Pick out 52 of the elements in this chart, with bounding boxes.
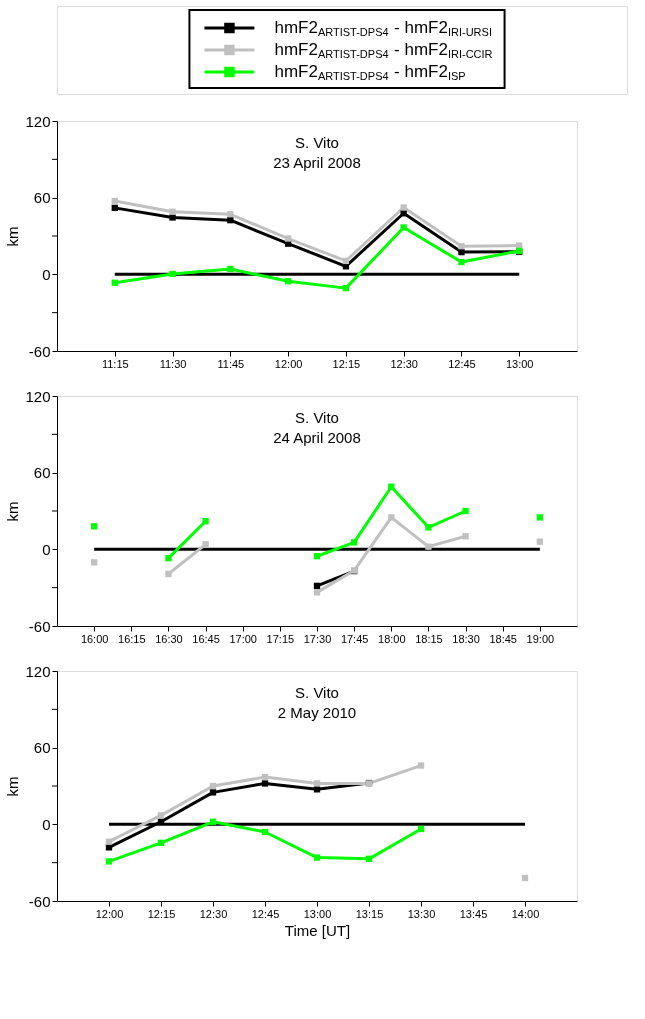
text: 23 April 2008 xyxy=(273,154,361,171)
x-tick-label: 18:30 xyxy=(452,632,480,645)
x-tick-label: 17:45 xyxy=(340,632,369,645)
y-tick-label: -60 xyxy=(28,342,51,360)
x-tick-label: 12:00 xyxy=(95,907,124,920)
x-tick-label: 13:00 xyxy=(303,907,332,920)
y-tick-label: 60 xyxy=(33,464,51,482)
x-tick-label: 18:00 xyxy=(378,632,406,645)
text: 2 May 2010 xyxy=(277,704,357,721)
x-tick-label: 12:45 xyxy=(251,907,280,920)
y-tick-label: 120 xyxy=(25,662,51,680)
y-tick-label: 0 xyxy=(42,815,51,833)
y-tick-label: 0 xyxy=(42,540,51,558)
x-tick-label: 13:15 xyxy=(355,907,384,920)
x-tick-label: 13:30 xyxy=(407,907,436,920)
y-axis-title: km xyxy=(4,226,22,247)
x-tick-label: 17:30 xyxy=(303,632,332,645)
x-tick-label: 16:15 xyxy=(118,632,146,645)
x-tick-label: 16:45 xyxy=(192,632,220,645)
x-tick-label: 11:15 xyxy=(101,357,129,370)
text: 24 April 2008 xyxy=(273,429,361,446)
y-tick-label: 0 xyxy=(42,265,51,283)
y-tick-label: -60 xyxy=(28,892,51,910)
x-axis-title: Time [UT] xyxy=(284,921,351,939)
x-tick-label: 11:30 xyxy=(159,357,187,370)
x-tick-label: 18:15 xyxy=(415,632,443,645)
text: S. Vito xyxy=(295,134,339,151)
x-tick-label: 19:00 xyxy=(526,632,555,645)
y-tick-label: 60 xyxy=(33,189,51,207)
x-tick-label: 17:15 xyxy=(266,632,295,645)
x-tick-label: 12:00 xyxy=(274,357,303,370)
x-tick-label: 12:30 xyxy=(390,357,418,370)
y-tick-label: 60 xyxy=(33,739,51,757)
x-tick-label: 12:15 xyxy=(147,907,176,920)
y-tick-label: -60 xyxy=(28,617,51,635)
text: S. Vito xyxy=(295,684,339,701)
x-tick-label: 16:00 xyxy=(80,632,109,645)
x-tick-label: 14:00 xyxy=(511,907,540,920)
text: S. Vito xyxy=(295,409,339,426)
x-tick-label: 17:00 xyxy=(229,632,257,645)
x-tick-label: 12:15 xyxy=(332,357,361,370)
x-tick-label: 12:45 xyxy=(448,357,476,370)
y-axis-title: km xyxy=(4,776,22,797)
y-tick-label: 120 xyxy=(25,112,51,130)
x-tick-label: 18:45 xyxy=(489,632,517,645)
x-tick-label: 11:45 xyxy=(217,357,245,370)
y-tick-label: 120 xyxy=(25,387,51,405)
x-tick-label: 16:30 xyxy=(155,632,183,645)
x-tick-label: 12:30 xyxy=(199,907,228,920)
x-tick-label: 13:00 xyxy=(505,357,534,370)
y-axis-title: km xyxy=(4,501,22,522)
x-tick-label: 13:45 xyxy=(459,907,488,920)
